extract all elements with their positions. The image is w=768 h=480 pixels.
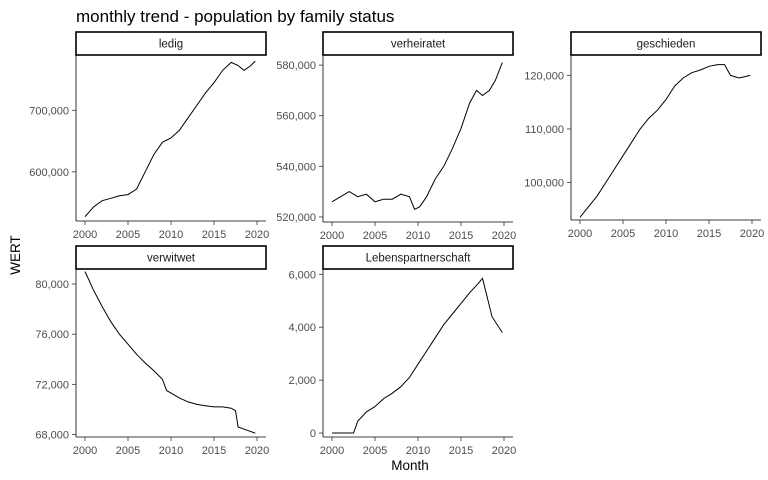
y-tick-label: 4,000 xyxy=(288,322,316,334)
y-tick-label: 6,000 xyxy=(288,269,316,281)
facet-strip xyxy=(75,31,267,56)
x-tick-label: 2000 xyxy=(568,228,592,240)
y-tick-label: 600,000 xyxy=(29,167,69,179)
x-tick-label: 2010 xyxy=(406,230,430,242)
y-axis-title: WERT xyxy=(8,235,23,275)
facet-strip-label: geschieden xyxy=(637,39,696,51)
y-tick-label: 700,000 xyxy=(29,105,69,117)
facet-panel-verwitwet: verwitwet 68,000 72,000 76,000 80,000 2000 200… xyxy=(35,245,269,457)
x-tick-label: 2020 xyxy=(245,229,269,241)
y-tick-label: 520,000 xyxy=(276,212,316,224)
x-tick-label: 2005 xyxy=(363,445,387,457)
x-tick-label: 2020 xyxy=(740,228,764,240)
x-tick-label: 2015 xyxy=(449,445,473,457)
y-tick-label: 76,000 xyxy=(35,329,69,341)
y-tick-label: 68,000 xyxy=(35,429,69,441)
x-tick-label: 2000 xyxy=(320,445,344,457)
chart-title: monthly trend - population by family sta… xyxy=(76,7,394,26)
facet-panel-verheiratet: verheiratet 520,000 540,000 560,000 580,000 2… xyxy=(276,31,516,242)
facet-strip-label: verheiratet xyxy=(391,39,446,51)
series-line-geschieden xyxy=(579,64,751,218)
y-tick-label: 110,000 xyxy=(525,124,564,136)
facet-panel-geschieden: geschieden 100,000 110,000 120,000 2000 2005 2… xyxy=(524,31,764,240)
x-tick-label: 2005 xyxy=(611,228,635,240)
x-tick-label: 2015 xyxy=(449,230,473,242)
y-tick-label: 580,000 xyxy=(276,60,316,72)
facet-strip xyxy=(322,245,514,270)
y-tick-label: 100,000 xyxy=(524,178,564,190)
x-tick-label: 2005 xyxy=(116,445,140,457)
y-tick-label: 120,000 xyxy=(524,70,564,82)
y-tick-label: 560,000 xyxy=(276,111,316,123)
x-tick-label: 2010 xyxy=(159,445,183,457)
x-tick-label: 2000 xyxy=(73,445,97,457)
x-axis-title: Month xyxy=(391,458,429,473)
series-line-verwitwet xyxy=(84,271,256,434)
y-tick-label: 0 xyxy=(310,428,316,440)
series-line-ledig xyxy=(84,60,256,218)
y-tick-label: 540,000 xyxy=(276,161,316,173)
x-tick-label: 2010 xyxy=(654,228,678,240)
x-tick-label: 2000 xyxy=(73,229,97,241)
x-tick-label: 2005 xyxy=(363,230,387,242)
facet-panel-lebenspartnerschaft: Lebenspartnerschaft 0 2,000 4,000 6,000 2000 2… xyxy=(288,245,516,457)
x-tick-label: 2010 xyxy=(159,229,183,241)
facet-strip xyxy=(75,245,267,270)
x-tick-label: 2005 xyxy=(116,229,140,241)
facet-panel-ledig: ledig 600,000 700,000 2000 2005 2010 2015 2020 xyxy=(29,31,269,241)
y-tick-label: 80,000 xyxy=(35,279,69,291)
y-tick-label: 2,000 xyxy=(288,375,316,387)
x-tick-label: 2010 xyxy=(406,445,430,457)
x-tick-label: 2020 xyxy=(245,445,269,457)
facet-strip-label: verwitwet xyxy=(147,253,196,265)
series-line-lebenspartnerschaft xyxy=(332,277,503,434)
x-tick-label: 2020 xyxy=(492,230,516,242)
x-tick-label: 2020 xyxy=(492,445,516,457)
x-tick-label: 2015 xyxy=(202,445,226,457)
facet-strip xyxy=(570,31,762,56)
y-tick-label: 72,000 xyxy=(35,379,69,391)
facet-strip xyxy=(322,31,514,56)
series-line-verheiratet xyxy=(331,62,503,210)
facet-strip-label: ledig xyxy=(159,39,183,51)
facet-strip-label: Lebenspartnerschaft xyxy=(366,253,472,265)
x-tick-label: 2015 xyxy=(697,228,721,240)
x-tick-label: 2015 xyxy=(202,229,226,241)
x-tick-label: 2000 xyxy=(320,230,344,242)
